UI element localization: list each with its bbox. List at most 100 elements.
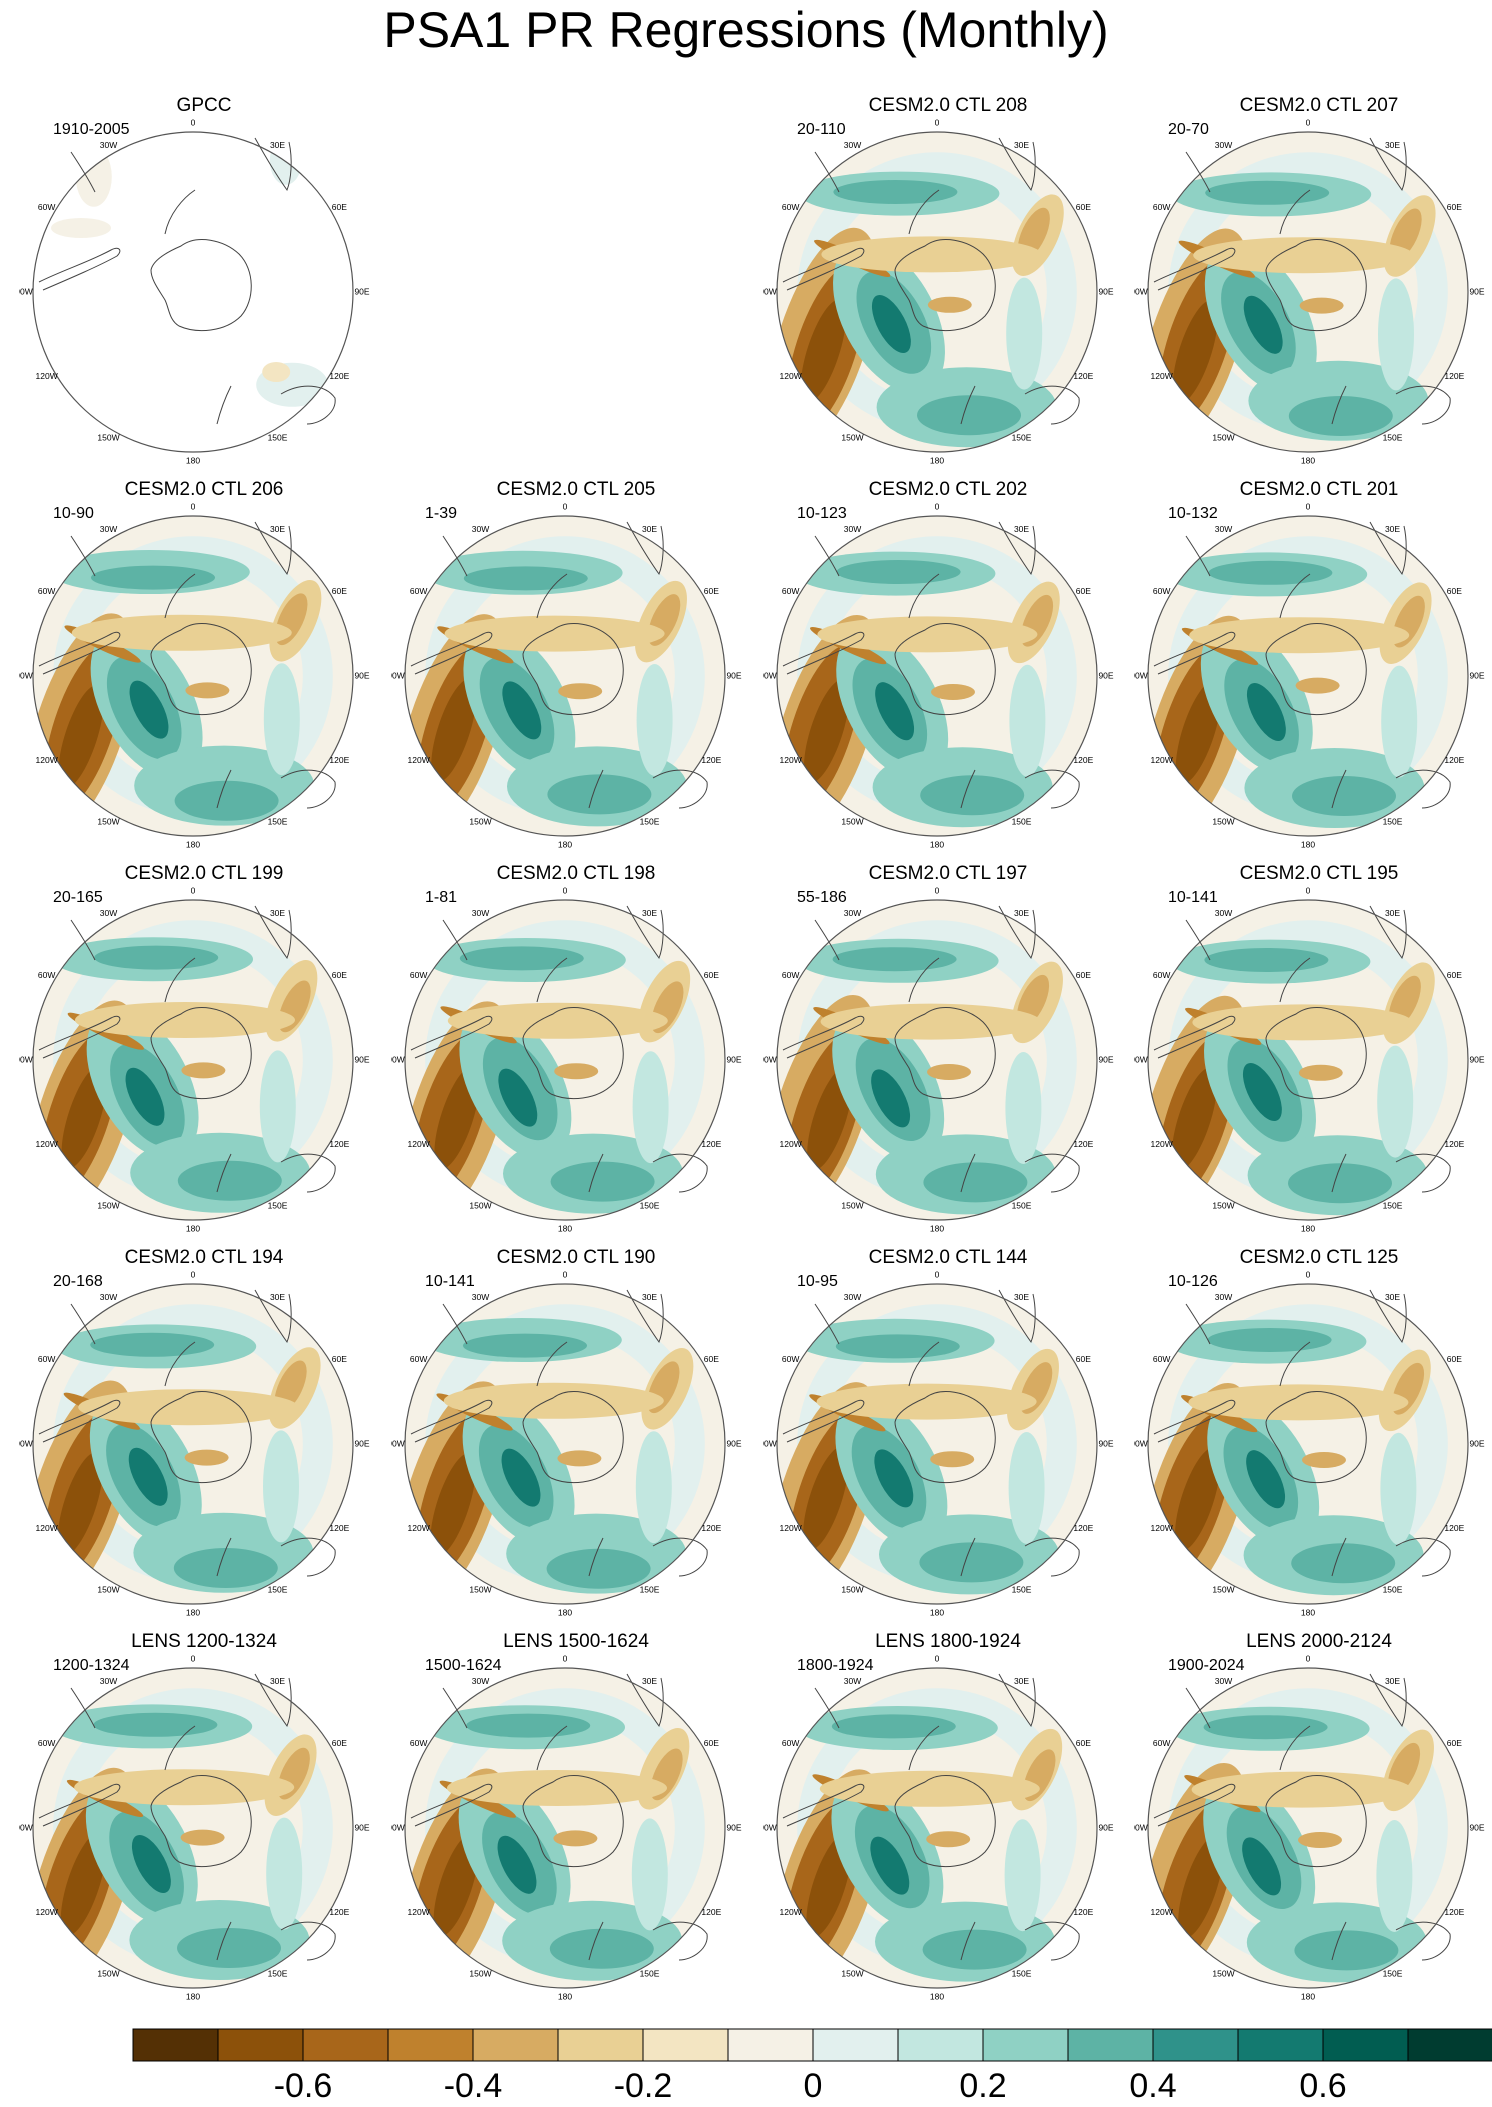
coastline — [410, 1015, 493, 1059]
map-panel: CESM2.0 CTL 205 1-39 0 30E 60E 90E 120E 150E 180… — [391, 478, 761, 850]
longitude-label: 60E — [1076, 1738, 1091, 1748]
colorbar-tick-label: 0.4 — [1129, 2067, 1176, 2105]
coastline — [216, 1153, 232, 1193]
coastline — [1265, 1775, 1367, 1868]
longitude-label: 0 — [935, 501, 940, 511]
longitude-label: 0 — [191, 1653, 196, 1663]
map-boundary — [1147, 131, 1469, 453]
precip-anomaly-patch — [177, 1928, 281, 1968]
longitude-label: 150W — [469, 1969, 491, 1979]
coastline — [150, 623, 252, 716]
longitude-label: 90E — [1098, 286, 1113, 296]
coastline — [522, 1007, 624, 1100]
coastline — [410, 1783, 493, 1827]
longitude-label: 120E — [701, 1907, 721, 1917]
longitude-label: 30W — [1215, 140, 1232, 150]
colorbar-segment — [217, 2028, 304, 2062]
longitude-label: 120E — [1444, 1523, 1464, 1533]
longitude-label: 120E — [1073, 1523, 1093, 1533]
longitude-label: 90E — [1098, 1822, 1113, 1832]
coastline — [814, 151, 840, 193]
precip-anomaly-patch — [835, 1334, 960, 1359]
longitude-label: 120E — [701, 1139, 721, 1149]
precip-anomaly-patch — [919, 1542, 1024, 1583]
longitude-label: 60W — [38, 1354, 55, 1364]
longitude-label: 60W — [782, 1738, 799, 1748]
coastline — [280, 385, 336, 425]
coastline — [894, 1007, 996, 1100]
map-panel: LENS 1200-1324 1200-1324 0 30E 60E 90E 120E 150… — [19, 1630, 389, 2002]
coastline — [588, 769, 604, 809]
precip-anomaly-patch — [871, 294, 911, 354]
longitude-label: 120W — [36, 371, 58, 381]
longitude-label: 90E — [354, 1438, 369, 1448]
longitude-label: 60W — [1153, 586, 1170, 596]
longitude-label: 90W — [19, 1438, 33, 1448]
precip-anomaly-patch — [819, 1770, 1040, 1807]
longitude-label: 90E — [1098, 1438, 1113, 1448]
coastline — [1153, 247, 1236, 291]
coastline — [998, 521, 1036, 576]
coastline — [1331, 769, 1347, 809]
longitude-label: 0 — [563, 1653, 568, 1663]
coastline — [254, 1289, 292, 1344]
longitude-label: 30E — [270, 908, 285, 918]
colorbar-tick-label: 0.6 — [1299, 2067, 1346, 2105]
longitude-label: 120W — [1151, 1523, 1173, 1533]
longitude-label: 30E — [1014, 524, 1029, 534]
coastline — [536, 573, 568, 619]
coastline — [814, 535, 840, 577]
coastline — [1331, 385, 1347, 425]
colorbar-segment — [1407, 2028, 1492, 2062]
longitude-label: 150E — [640, 1969, 660, 1979]
longitude-label: 60E — [1447, 202, 1462, 212]
precip-anomaly-patch — [463, 566, 588, 591]
precip-anomaly-patch — [185, 682, 230, 699]
precip-anomaly-patch — [1380, 1432, 1417, 1545]
longitude-label: 120W — [36, 1907, 58, 1917]
longitude-label: 0 — [563, 1269, 568, 1279]
precip-anomaly-patch — [463, 1333, 587, 1358]
coastline — [894, 623, 996, 716]
precip-anomaly-patch — [459, 946, 584, 971]
longitude-label: 30E — [642, 1292, 657, 1302]
longitude-label: 150W — [97, 1201, 119, 1211]
longitude-label: 0 — [935, 885, 940, 895]
precip-anomaly-patch — [1175, 1447, 1221, 1551]
panel-title: LENS 2000-2124 — [1246, 1631, 1392, 1652]
longitude-label: 120E — [1444, 371, 1464, 381]
longitude-label: 60W — [782, 202, 799, 212]
longitude-label: 90E — [1469, 1054, 1484, 1064]
longitude-label: 150W — [97, 433, 119, 443]
longitude-label: 90W — [763, 1438, 777, 1448]
longitude-label: 90E — [726, 1054, 741, 1064]
longitude-label: 60E — [1447, 586, 1462, 596]
longitude-label: 150W — [1212, 1201, 1234, 1211]
longitude-label: 60E — [704, 970, 719, 980]
coastline — [522, 1391, 624, 1484]
longitude-label: 90W — [1134, 670, 1148, 680]
longitude-label: 90W — [763, 1822, 777, 1832]
coastline — [1395, 1153, 1451, 1193]
map-panel: LENS 1500-1624 1500-1624 0 30E 60E 90E 120E 150… — [391, 1630, 761, 2002]
map-panel: CESM2.0 CTL 190 10-141 0 30E 60E 90E 120E 150E 1… — [391, 1246, 761, 1618]
polar-map: 0 30E 60E 90E 120E 150E 180 150W 120W 90W 60W 30W — [763, 1653, 1114, 2001]
longitude-label: 30W — [1215, 1676, 1232, 1686]
longitude-label: 30E — [1385, 140, 1400, 150]
colorbar-tick-label: -0.2 — [614, 2067, 673, 2105]
polar-map: 0 30E 60E 90E 120E 150E 180 150W 120W 90W 60W 30W — [391, 501, 742, 849]
polar-map: 0 30E 60E 90E 120E 150E 180 150W 120W 90W 60W 30W — [1134, 1269, 1485, 1617]
panel-title: CESM2.0 CTL 201 — [1239, 479, 1399, 500]
precip-anomaly-patch — [1191, 1771, 1412, 1808]
precip-anomaly-patch — [870, 1836, 910, 1895]
panel-title: CESM2.0 CTL 208 — [868, 95, 1028, 116]
precip-anomaly-patch — [263, 1430, 299, 1543]
longitude-label: 150E — [1383, 1201, 1403, 1211]
coastline — [38, 1783, 121, 1827]
coastline — [1153, 1015, 1236, 1059]
polar-map: 0 30E 60E 90E 120E 150E 180 150W 120W 90W 60W 30W — [19, 885, 370, 1233]
colorbar-segment — [557, 2028, 644, 2062]
coastline — [70, 535, 96, 577]
precip-anomaly-patch — [128, 1447, 168, 1506]
precip-anomaly-patch — [554, 1063, 599, 1080]
